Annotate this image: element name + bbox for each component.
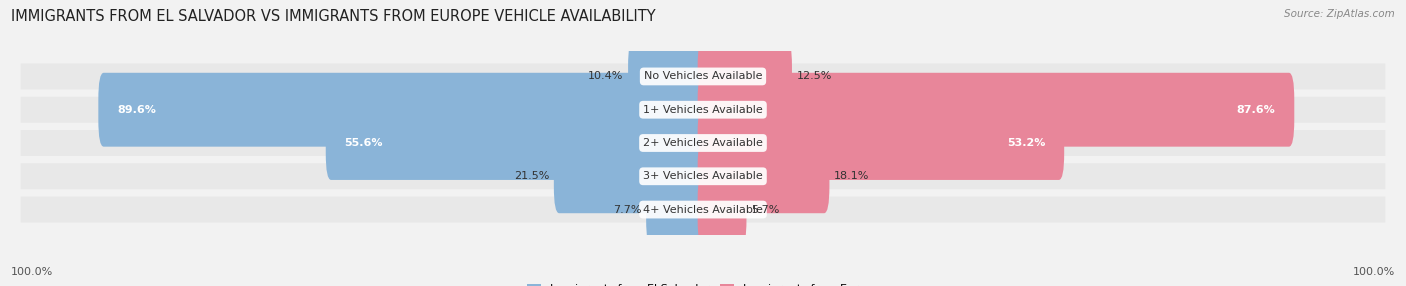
- Text: 10.4%: 10.4%: [588, 72, 623, 82]
- Text: 53.2%: 53.2%: [1007, 138, 1046, 148]
- FancyBboxPatch shape: [21, 163, 1385, 189]
- Text: 5.7%: 5.7%: [751, 204, 779, 214]
- FancyBboxPatch shape: [628, 39, 709, 113]
- Text: 100.0%: 100.0%: [1353, 267, 1395, 277]
- Text: 4+ Vehicles Available: 4+ Vehicles Available: [643, 204, 763, 214]
- FancyBboxPatch shape: [21, 196, 1385, 223]
- Legend: Immigrants from El Salvador, Immigrants from Europe: Immigrants from El Salvador, Immigrants …: [523, 279, 883, 286]
- Text: 3+ Vehicles Available: 3+ Vehicles Available: [643, 171, 763, 181]
- Text: IMMIGRANTS FROM EL SALVADOR VS IMMIGRANTS FROM EUROPE VEHICLE AVAILABILITY: IMMIGRANTS FROM EL SALVADOR VS IMMIGRANT…: [11, 9, 655, 23]
- Text: 7.7%: 7.7%: [613, 204, 641, 214]
- Text: No Vehicles Available: No Vehicles Available: [644, 72, 762, 82]
- Text: 89.6%: 89.6%: [117, 105, 156, 115]
- Text: 87.6%: 87.6%: [1237, 105, 1275, 115]
- FancyBboxPatch shape: [21, 63, 1385, 90]
- FancyBboxPatch shape: [697, 106, 1064, 180]
- Text: 55.6%: 55.6%: [344, 138, 382, 148]
- Text: 2+ Vehicles Available: 2+ Vehicles Available: [643, 138, 763, 148]
- FancyBboxPatch shape: [21, 97, 1385, 123]
- Text: 18.1%: 18.1%: [834, 171, 869, 181]
- FancyBboxPatch shape: [21, 130, 1385, 156]
- Text: 21.5%: 21.5%: [513, 171, 550, 181]
- FancyBboxPatch shape: [697, 173, 747, 247]
- FancyBboxPatch shape: [697, 73, 1295, 147]
- FancyBboxPatch shape: [697, 139, 830, 213]
- Text: 12.5%: 12.5%: [797, 72, 832, 82]
- Text: 100.0%: 100.0%: [11, 267, 53, 277]
- FancyBboxPatch shape: [647, 173, 709, 247]
- FancyBboxPatch shape: [326, 106, 709, 180]
- FancyBboxPatch shape: [98, 73, 709, 147]
- Text: Source: ZipAtlas.com: Source: ZipAtlas.com: [1284, 9, 1395, 19]
- FancyBboxPatch shape: [697, 39, 792, 113]
- FancyBboxPatch shape: [554, 139, 709, 213]
- Text: 1+ Vehicles Available: 1+ Vehicles Available: [643, 105, 763, 115]
